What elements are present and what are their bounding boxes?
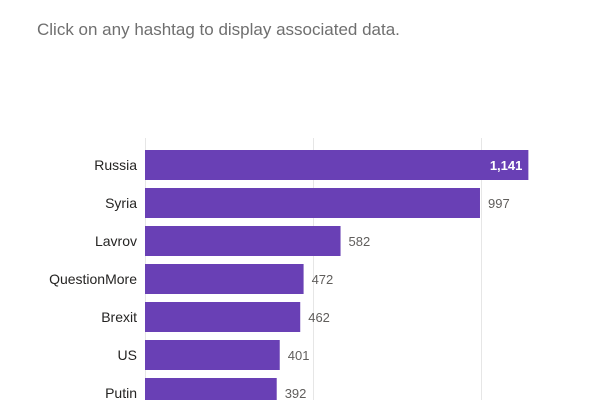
- value-label: 472: [312, 272, 334, 287]
- value-label: 401: [288, 348, 310, 363]
- bar-row[interactable]: Syria 997: [105, 188, 510, 218]
- category-label[interactable]: Syria: [105, 195, 137, 211]
- instruction-text: Click on any hashtag to display associat…: [37, 20, 400, 39]
- value-label: 392: [285, 386, 307, 400]
- category-label[interactable]: Lavrov: [95, 233, 137, 249]
- bar-row[interactable]: Brexit 462: [101, 302, 330, 332]
- bar-row[interactable]: Russia 1,141: [94, 150, 529, 180]
- category-label[interactable]: Russia: [94, 157, 137, 173]
- bar[interactable]: [145, 226, 341, 256]
- category-label[interactable]: US: [118, 347, 137, 363]
- category-label[interactable]: Brexit: [101, 309, 137, 325]
- bar[interactable]: [145, 188, 480, 218]
- bar[interactable]: [145, 150, 529, 180]
- bar[interactable]: [145, 302, 301, 332]
- bar-row[interactable]: US 401: [118, 340, 310, 370]
- bars: Russia 1,141 Syria 997 Lavrov 582 QuestionMore…: [49, 150, 529, 400]
- bar[interactable]: [145, 378, 277, 400]
- bar-row[interactable]: QuestionMore 472: [49, 264, 333, 294]
- bar[interactable]: [145, 340, 280, 370]
- value-label: 997: [488, 196, 510, 211]
- bar-row[interactable]: Putin 392: [105, 378, 306, 400]
- value-label: 582: [349, 234, 371, 249]
- category-label[interactable]: QuestionMore: [49, 271, 137, 287]
- value-label: 462: [308, 310, 330, 325]
- value-label: 1,141: [490, 158, 523, 173]
- bar-row[interactable]: Lavrov 582: [95, 226, 370, 256]
- category-label[interactable]: Putin: [105, 385, 137, 400]
- bar[interactable]: [145, 264, 304, 294]
